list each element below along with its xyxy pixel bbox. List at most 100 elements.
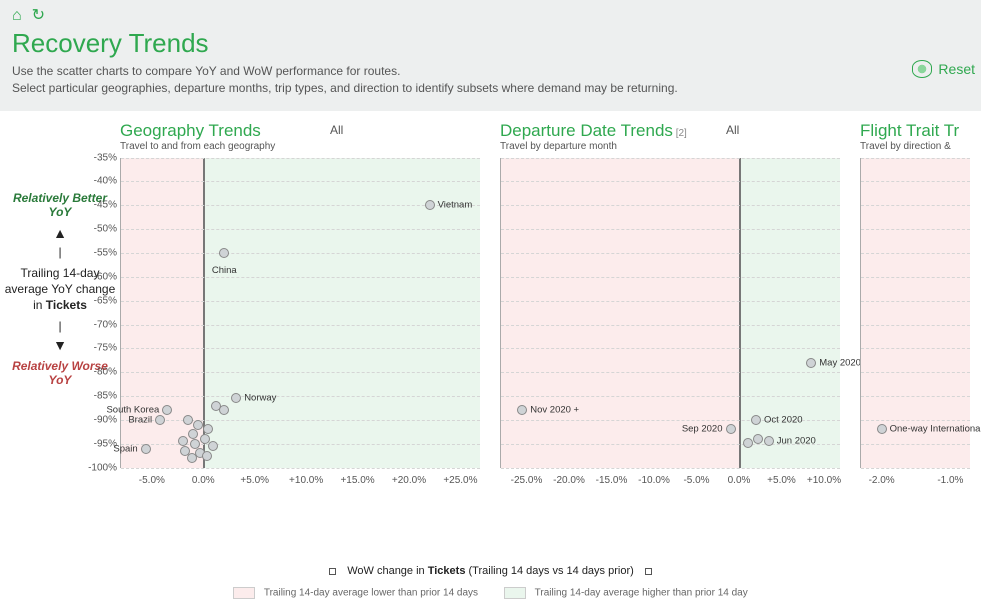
subtitle-line-2: Select particular geographies, departure… [12, 80, 969, 97]
gridline [501, 372, 840, 373]
data-point[interactable] [877, 424, 887, 434]
gridline [861, 396, 970, 397]
y-tick-label: -60% [77, 271, 117, 282]
chart-panels: Geography TrendsTravel to and from each … [120, 121, 970, 468]
gridline [861, 420, 970, 421]
gridline [861, 372, 970, 373]
gridline [121, 348, 480, 349]
x-tick-label: -5.0% [139, 475, 165, 486]
gridline [121, 396, 480, 397]
x-tick-label: -20.0% [553, 475, 585, 486]
data-point[interactable] [219, 405, 229, 415]
x-tick-label: +10.0% [807, 475, 841, 486]
legend-swatch-lower [233, 587, 255, 599]
scatter-plot[interactable]: -35%-40%-45%-50%-55%-60%-65%-70%-75%-80%… [120, 158, 480, 468]
y-tick-label: -90% [77, 414, 117, 425]
x-tick-label: 0.0% [728, 475, 751, 486]
data-point[interactable] [219, 248, 229, 258]
panel-subtitle: Travel by direction & [860, 141, 970, 152]
page-header: ⌂ ↻ Recovery Trends Use the scatter char… [0, 0, 981, 111]
data-point[interactable] [202, 451, 212, 461]
gridline [501, 205, 840, 206]
data-point[interactable] [178, 436, 188, 446]
data-point[interactable] [751, 415, 761, 425]
panel-subtitle: Travel by departure month [500, 141, 840, 152]
bg-region-lower [861, 158, 970, 468]
gridline [121, 325, 480, 326]
data-point[interactable] [517, 405, 527, 415]
gridline [501, 158, 840, 159]
data-point-label: China [212, 265, 237, 276]
gridline [501, 229, 840, 230]
data-point[interactable] [155, 415, 165, 425]
data-point[interactable] [162, 405, 172, 415]
panel-filter-dropdown[interactable]: All [726, 123, 739, 137]
data-point[interactable] [208, 441, 218, 451]
data-point[interactable] [764, 436, 774, 446]
x-tick-label: +15.0% [340, 475, 374, 486]
x-tick-label: 0.0% [192, 475, 215, 486]
gridline [501, 325, 840, 326]
gridline [501, 277, 840, 278]
gridline [501, 301, 840, 302]
panel-title: Departure Date Trends [2] [500, 121, 840, 141]
data-point[interactable] [743, 438, 753, 448]
panel-subtitle: Travel to and from each geography [120, 141, 480, 152]
data-point-label: Nov 2020 + [530, 405, 579, 416]
legend-row: Trailing 14-day average lower than prior… [0, 587, 981, 599]
gridline [121, 372, 480, 373]
gridline [121, 301, 480, 302]
data-point[interactable] [188, 429, 198, 439]
gridline [861, 253, 970, 254]
data-point-label: Jun 2020 [777, 436, 816, 447]
scatter-plot[interactable]: -25.0%-20.0%-15.0%-10.0%-5.0%0.0%+5.0%+1… [500, 158, 840, 468]
data-point[interactable] [231, 393, 241, 403]
main-area: Relatively Better YoY ▲ | Trailing 14-da… [0, 111, 981, 139]
reset-button[interactable]: Reset [912, 60, 975, 78]
data-point-label: Oct 2020 [764, 414, 803, 425]
y-tick-label: -40% [77, 176, 117, 187]
bg-region-lower [501, 158, 739, 468]
data-point[interactable] [203, 424, 213, 434]
gridline [121, 468, 480, 469]
data-point[interactable] [753, 434, 763, 444]
y-tick-label: -65% [77, 295, 117, 306]
gridline [501, 396, 840, 397]
panel-filter-dropdown[interactable]: All [330, 123, 343, 137]
data-point-label: May 2020 [819, 357, 861, 368]
legend-higher: Trailing 14-day average higher than prio… [504, 587, 748, 599]
data-point[interactable] [193, 420, 203, 430]
data-point[interactable] [806, 358, 816, 368]
y-tick-label: -50% [77, 224, 117, 235]
data-point[interactable] [190, 439, 200, 449]
x-axis-label-suffix: (Trailing 14 days vs 14 days prior) [465, 565, 633, 577]
reset-label: Reset [938, 61, 975, 77]
scatter-plot[interactable]: -2.0%-1.0%One-way International [860, 158, 970, 468]
gridline [861, 348, 970, 349]
y-tick-label: -75% [77, 343, 117, 354]
y-tick-label: -85% [77, 391, 117, 402]
gridline [861, 444, 970, 445]
gridline [121, 158, 480, 159]
gridline [861, 301, 970, 302]
gridline [121, 229, 480, 230]
square-marker-icon [329, 568, 336, 575]
data-point[interactable] [187, 453, 197, 463]
gridline [501, 468, 840, 469]
gridline [121, 420, 480, 421]
y-tick-label: -70% [77, 319, 117, 330]
y-tick-label: -95% [77, 438, 117, 449]
data-point[interactable] [141, 444, 151, 454]
refresh-icon[interactable]: ↻ [32, 8, 45, 24]
gridline [861, 277, 970, 278]
data-point[interactable] [425, 200, 435, 210]
legend-higher-text: Trailing 14-day average higher than prio… [535, 588, 748, 599]
data-point[interactable] [726, 424, 736, 434]
x-tick-label: -2.0% [869, 475, 895, 486]
legend-lower-text: Trailing 14-day average lower than prior… [264, 588, 478, 599]
home-icon[interactable]: ⌂ [12, 8, 22, 24]
x-tick-label: +5.0% [767, 475, 796, 486]
data-point[interactable] [183, 415, 193, 425]
x-axis-label-prefix: WoW change in [347, 565, 428, 577]
gridline [121, 181, 480, 182]
